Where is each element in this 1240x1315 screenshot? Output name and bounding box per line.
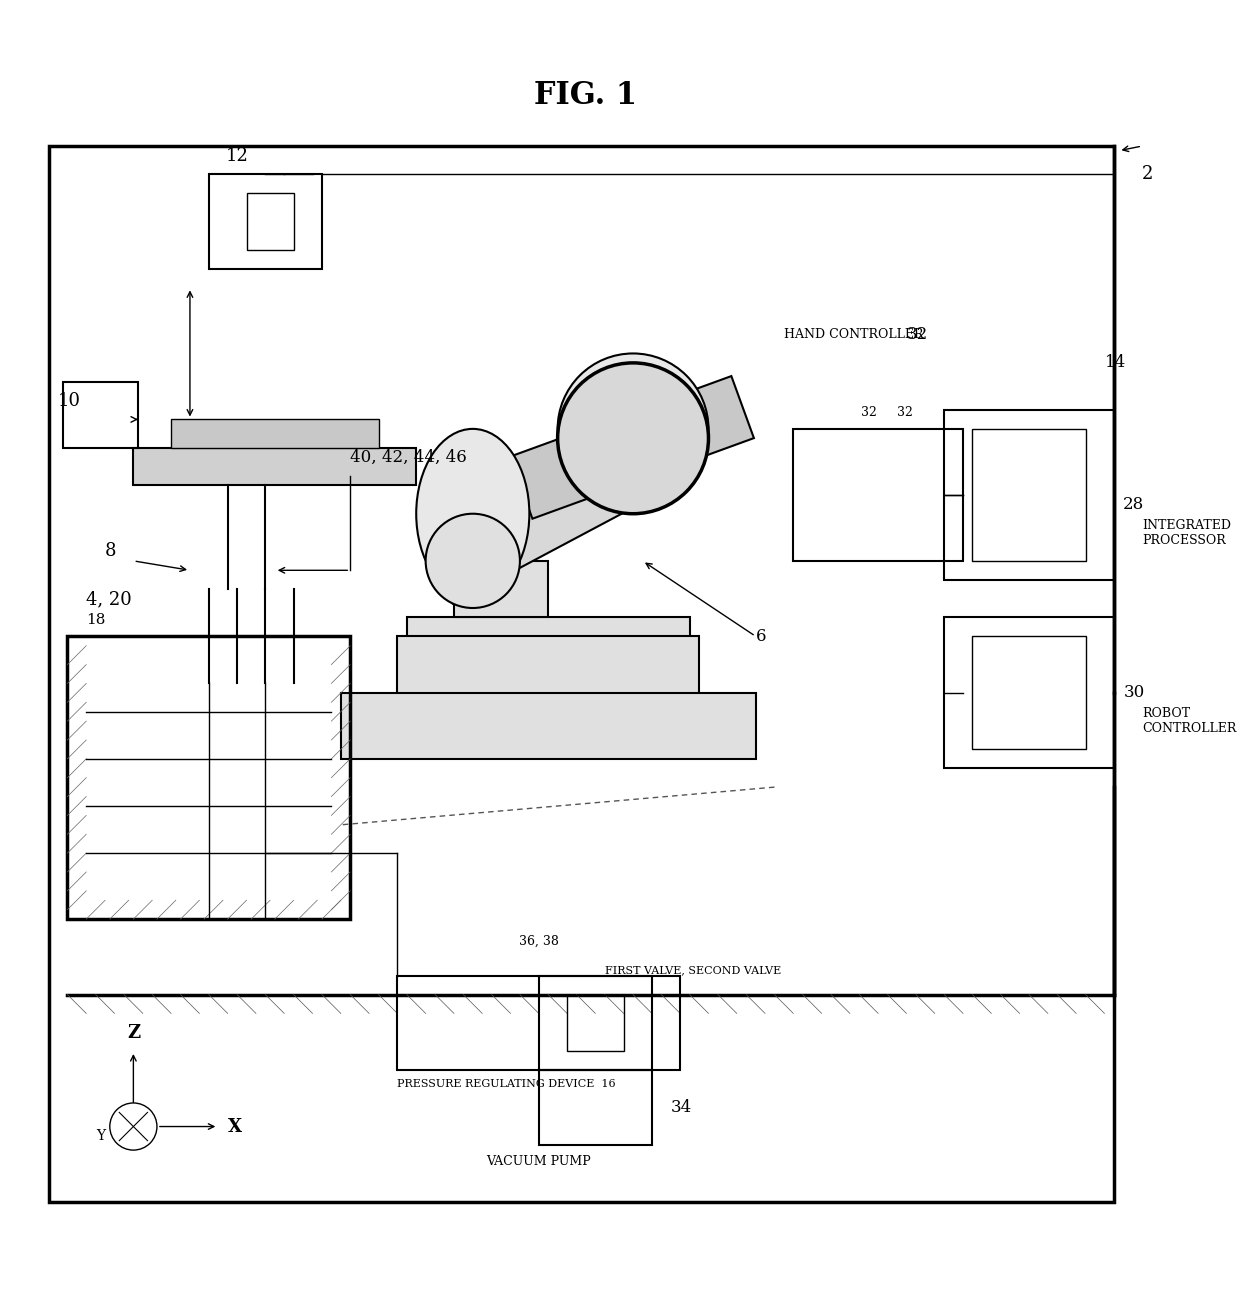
Text: 30: 30 xyxy=(1123,684,1145,701)
Bar xyxy=(567,994,624,1051)
Text: FIRST VALVE, SECOND VALVE: FIRST VALVE, SECOND VALVE xyxy=(605,965,781,976)
Bar xyxy=(397,636,699,711)
Bar xyxy=(538,1070,652,1145)
Bar xyxy=(407,618,689,675)
Text: Z: Z xyxy=(126,1023,140,1041)
Text: 2: 2 xyxy=(1142,166,1153,183)
Bar xyxy=(538,976,652,1070)
Text: 4, 20: 4, 20 xyxy=(87,590,131,608)
FancyBboxPatch shape xyxy=(510,376,754,518)
Bar xyxy=(134,447,417,485)
Text: 28: 28 xyxy=(1123,496,1145,513)
Text: HAND CONTROLLER: HAND CONTROLLER xyxy=(784,329,924,341)
Text: ROBOT
CONTROLLER: ROBOT CONTROLLER xyxy=(1142,707,1236,735)
Text: INTEGRATED
PROCESSOR: INTEGRATED PROCESSOR xyxy=(1142,518,1231,547)
Text: 40, 42, 44, 46: 40, 42, 44, 46 xyxy=(350,448,467,466)
Circle shape xyxy=(558,363,708,514)
Bar xyxy=(972,636,1085,750)
Bar xyxy=(944,410,1114,580)
Text: 12: 12 xyxy=(226,147,248,164)
Circle shape xyxy=(110,1103,157,1151)
Text: 34: 34 xyxy=(671,1099,692,1116)
Text: 6: 6 xyxy=(755,627,766,644)
Text: 14: 14 xyxy=(1105,354,1126,371)
Bar xyxy=(63,381,138,447)
Text: Y: Y xyxy=(95,1130,105,1143)
Text: 32: 32 xyxy=(906,326,928,343)
Bar xyxy=(944,618,1114,768)
Bar xyxy=(208,175,322,268)
Bar xyxy=(67,636,350,919)
Text: 32: 32 xyxy=(897,406,913,419)
Text: 32: 32 xyxy=(861,406,877,419)
Text: FIG. 1: FIG. 1 xyxy=(534,80,637,110)
Text: 10: 10 xyxy=(58,392,81,409)
Circle shape xyxy=(425,514,520,608)
Text: PRESSURE REGULATING DEVICE  16: PRESSURE REGULATING DEVICE 16 xyxy=(397,1080,616,1089)
Bar xyxy=(341,693,755,759)
Bar xyxy=(171,419,378,447)
Bar xyxy=(397,976,681,1070)
FancyBboxPatch shape xyxy=(422,448,636,604)
Bar xyxy=(972,429,1085,562)
Bar xyxy=(454,562,548,618)
Text: 18: 18 xyxy=(87,613,105,627)
Bar xyxy=(794,429,963,562)
Bar xyxy=(48,146,1114,1202)
Ellipse shape xyxy=(417,429,529,598)
Text: X: X xyxy=(228,1118,242,1136)
Text: 8: 8 xyxy=(105,542,117,560)
Bar xyxy=(247,193,294,250)
Text: 36, 38: 36, 38 xyxy=(518,935,559,947)
Text: VACUUM PUMP: VACUUM PUMP xyxy=(486,1155,591,1168)
Circle shape xyxy=(558,354,708,504)
